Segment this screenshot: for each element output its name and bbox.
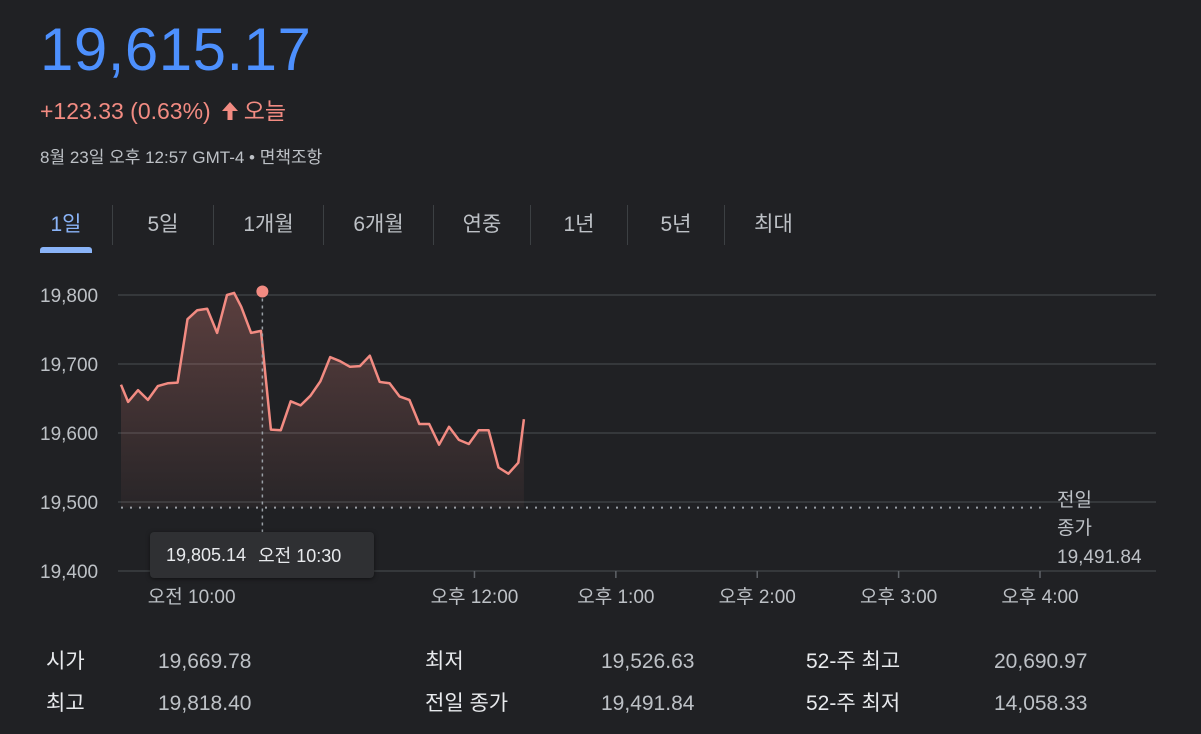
stat-label: 최고 <box>46 692 85 715</box>
price-change-row: +123.33 (0.63%) 오늘 <box>40 96 286 126</box>
previous-close-value: 19,491.84 <box>1057 547 1142 568</box>
timestamp-disclaimer[interactable]: 8월 23일 오후 12:57 GMT-4 • 면책조항 <box>40 148 323 167</box>
stat-52wk-high: 52-주 최고 20,690.97 <box>806 642 1136 682</box>
change-period: 오늘 <box>243 98 287 124</box>
stat-value: 19,526.63 <box>601 650 695 673</box>
tab-1-month[interactable]: 1개월 <box>214 205 324 245</box>
tab-max[interactable]: 최대 <box>725 205 822 245</box>
y-tick-label: 19,700 <box>40 355 98 376</box>
x-axis-ticks: 오전 10:00 오후 12:00 오후 1:00 오후 2:00 오후 3:00 오후 … <box>148 571 1079 608</box>
tab-5-year[interactable]: 5년 <box>628 205 725 245</box>
tab-label: 5년 <box>660 213 692 236</box>
stat-label: 최저 <box>425 650 464 673</box>
price-area-fill <box>121 292 524 508</box>
stat-value: 19,491.84 <box>601 692 695 715</box>
tab-label: 연중 <box>462 213 502 236</box>
stat-value: 19,818.40 <box>158 692 252 715</box>
tab-1-year[interactable]: 1년 <box>531 205 628 245</box>
price-change: +123.33 (0.63%) <box>40 98 211 124</box>
previous-close-label-line2: 종가 <box>1057 517 1092 539</box>
stat-value: 14,058.33 <box>994 692 1088 715</box>
current-price: 19,615.17 <box>40 16 312 83</box>
tab-label: 5일 <box>147 213 179 236</box>
stat-value: 19,669.78 <box>158 650 252 673</box>
x-tick-label: 오전 10:00 <box>148 586 236 608</box>
stat-label: 52-주 최고 <box>806 650 901 673</box>
tab-ytd[interactable]: 연중 <box>434 205 531 245</box>
highlight-point <box>256 285 269 298</box>
stat-low: 최저 19,526.63 <box>425 642 725 682</box>
x-tick-label: 오후 12:00 <box>431 586 519 608</box>
x-tick-label: 오후 4:00 <box>1001 586 1078 608</box>
y-tick-label: 19,800 <box>40 286 98 307</box>
tab-label: 1년 <box>563 213 595 236</box>
x-tick-label: 오후 2:00 <box>719 586 796 608</box>
tab-label: 최대 <box>754 213 793 236</box>
key-stats-table: 시가 19,669.78 최고 19,818.40 최저 19,526.63 전… <box>0 640 1201 734</box>
range-tabs: 1일 5일 1개월 6개월 연중 1년 5년 최대 <box>20 205 822 253</box>
x-tick-label: 오후 3:00 <box>860 586 937 608</box>
stat-label: 전일 종가 <box>425 692 509 715</box>
tab-label: 1개월 <box>243 213 294 236</box>
tooltip-time: 오전 10:30 <box>258 546 342 566</box>
tab-6-month[interactable]: 6개월 <box>324 205 434 245</box>
tab-label: 6개월 <box>353 213 404 236</box>
active-tab-indicator <box>40 247 92 253</box>
previous-close-label-line1: 전일 <box>1057 489 1092 511</box>
stat-52wk-low: 52-주 최저 14,058.33 <box>806 684 1136 724</box>
tab-5-day[interactable]: 5일 <box>113 205 214 245</box>
y-tick-label: 19,400 <box>40 562 98 583</box>
stat-open: 시가 19,669.78 <box>46 642 386 682</box>
stat-value: 20,690.97 <box>994 650 1088 673</box>
stat-prev-close: 전일 종가 19,491.84 <box>425 684 725 724</box>
stat-label: 52-주 최저 <box>806 692 901 715</box>
y-tick-label: 19,600 <box>40 424 98 445</box>
y-tick-label: 19,500 <box>40 493 98 514</box>
tab-1-day[interactable]: 1일 <box>20 205 113 253</box>
stat-high: 최고 19,818.40 <box>46 684 386 724</box>
tooltip-value: 19,805.14 <box>166 544 247 565</box>
arrow-up-icon <box>221 102 238 120</box>
y-axis-ticks: 19,800 19,700 19,600 19,500 19,400 <box>40 286 98 583</box>
stat-label: 시가 <box>46 650 85 673</box>
hover-tooltip: 19,805.14 오전 10:30 <box>150 532 374 578</box>
price-line <box>119 291 526 475</box>
x-tick-label: 오후 1:00 <box>577 586 654 608</box>
previous-close-label: 전일 종가 19,491.84 <box>1057 489 1142 568</box>
tab-label: 1일 <box>50 213 82 236</box>
